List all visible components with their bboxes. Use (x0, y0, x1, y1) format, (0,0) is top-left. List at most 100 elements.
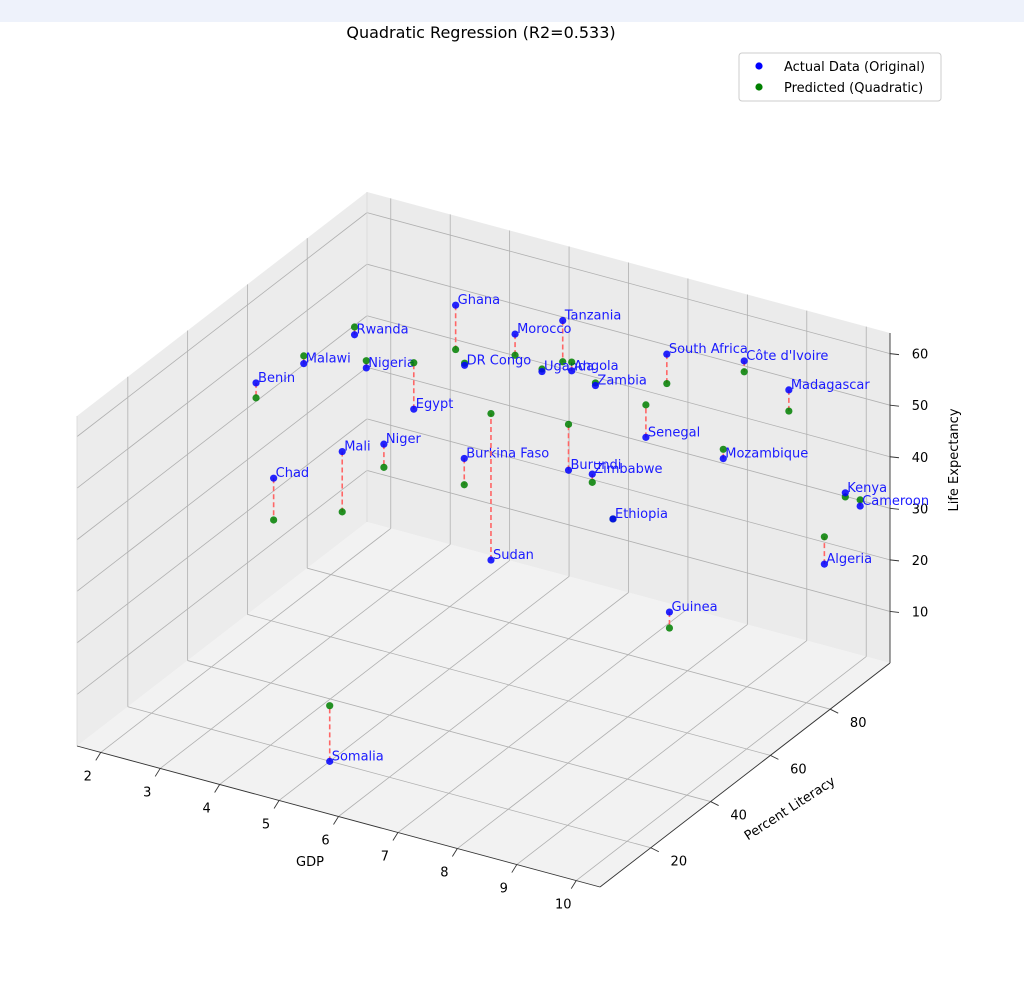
y-tick (710, 801, 719, 806)
x-tick-label: 6 (321, 834, 329, 849)
predicted-point (362, 357, 370, 365)
z-tick-label: 20 (912, 554, 929, 569)
x-tick (511, 864, 518, 873)
point-label: Morocco (517, 322, 571, 337)
point-label: Ethiopia (615, 507, 668, 522)
x-tick-label: 10 (555, 898, 572, 913)
x-tick-label: 3 (143, 785, 151, 800)
predicted-point (740, 368, 748, 376)
actual-point (511, 330, 519, 338)
grid-line-z (76, 366, 368, 592)
point-label: Somalia (332, 749, 384, 764)
point-label: Angola (574, 359, 619, 374)
grid-line-x (219, 560, 510, 785)
point-label: Malawi (306, 352, 351, 367)
grid-line-y (307, 567, 831, 710)
z-tick (889, 456, 900, 459)
actual-point (591, 381, 600, 390)
actual-point (740, 357, 748, 365)
actual-point (588, 470, 596, 478)
actual-point (350, 331, 359, 339)
z-tick-label: 50 (912, 399, 929, 414)
actual-point (564, 466, 573, 474)
point-label: Algeria (826, 552, 872, 567)
point-label: Mali (344, 440, 370, 455)
chart-title: Quadratic Regression (R2=0.533) (346, 23, 615, 42)
point-label: Niger (386, 432, 422, 447)
grid-line-z (366, 470, 891, 612)
x-tick (154, 768, 161, 777)
legend: Actual Data (Original) Predicted (Quadra… (738, 52, 942, 102)
predicted-point (559, 358, 567, 366)
predicted-point (588, 478, 596, 486)
point-label: Côte d'Ivoire (746, 349, 828, 364)
predicted-point (642, 401, 650, 409)
grid-line-z (76, 418, 368, 644)
point-label: Nigeria (368, 356, 415, 371)
actual-point (841, 489, 849, 497)
actual-point (300, 360, 308, 368)
point-label: Burundi (571, 458, 622, 473)
point-label: Sudan (493, 548, 534, 563)
x-tick (570, 880, 577, 889)
predicted-point (487, 409, 495, 418)
point-label: Egypt (416, 397, 454, 412)
grid-line-z (76, 212, 368, 437)
point-label: Senegal (648, 425, 700, 440)
grid-line-z (366, 366, 891, 509)
point-label: Zambia (597, 374, 646, 389)
grid-line-y (127, 706, 651, 849)
x-tick-label: 9 (500, 882, 508, 897)
y-tick-label: 40 (730, 809, 747, 824)
grid-line-x (457, 624, 748, 849)
point-label: Cameroon (862, 494, 929, 509)
predicted-point (380, 463, 388, 471)
actual-point (252, 379, 260, 387)
z-axis-label: Life Expectancy (947, 408, 962, 511)
grid-lines (76, 192, 891, 888)
z-tick (889, 507, 900, 510)
point-label: Guinea (671, 600, 717, 615)
actual-point (538, 367, 546, 376)
predicted-point (785, 407, 793, 415)
grid-line-z (366, 418, 891, 561)
predicted-point (663, 379, 671, 388)
point-label: DR Congo (467, 353, 532, 368)
legend-marker-actual (755, 62, 763, 70)
grid-line-x (575, 656, 867, 881)
grid-line-x (159, 544, 451, 769)
predicted-point (856, 496, 864, 504)
actual-point (665, 608, 674, 616)
y-tick (650, 847, 660, 853)
predicted-point (452, 345, 460, 354)
predicted-point (252, 394, 260, 402)
predicted-point (300, 352, 308, 360)
z-tick-label: 40 (912, 451, 929, 466)
x-tick (95, 752, 102, 761)
point-label: Uganda (544, 360, 594, 375)
grid-line-x (100, 528, 392, 753)
x-tick-label: 4 (202, 801, 210, 816)
actual-point (785, 386, 793, 394)
z-tick-label: 30 (912, 502, 929, 517)
grid-line-x (397, 608, 689, 833)
predicted-point (270, 516, 278, 524)
legend-marker-predicted (755, 83, 763, 91)
x-tick (214, 784, 221, 793)
x-tick-label: 7 (381, 850, 389, 865)
actual-point (642, 433, 650, 441)
x-tick-label: 2 (84, 769, 92, 784)
predicted-point (665, 624, 674, 632)
actual-point (568, 367, 576, 375)
actual-point (856, 502, 864, 510)
point-label: Madagascar (791, 378, 871, 393)
point-label: Burkina Faso (466, 446, 549, 461)
x-tick (333, 816, 339, 825)
predicted-point (564, 420, 573, 428)
predicted-point (410, 359, 418, 367)
z-tick (889, 353, 900, 356)
actual-point (270, 474, 278, 482)
y-tick-label: 80 (850, 716, 867, 731)
